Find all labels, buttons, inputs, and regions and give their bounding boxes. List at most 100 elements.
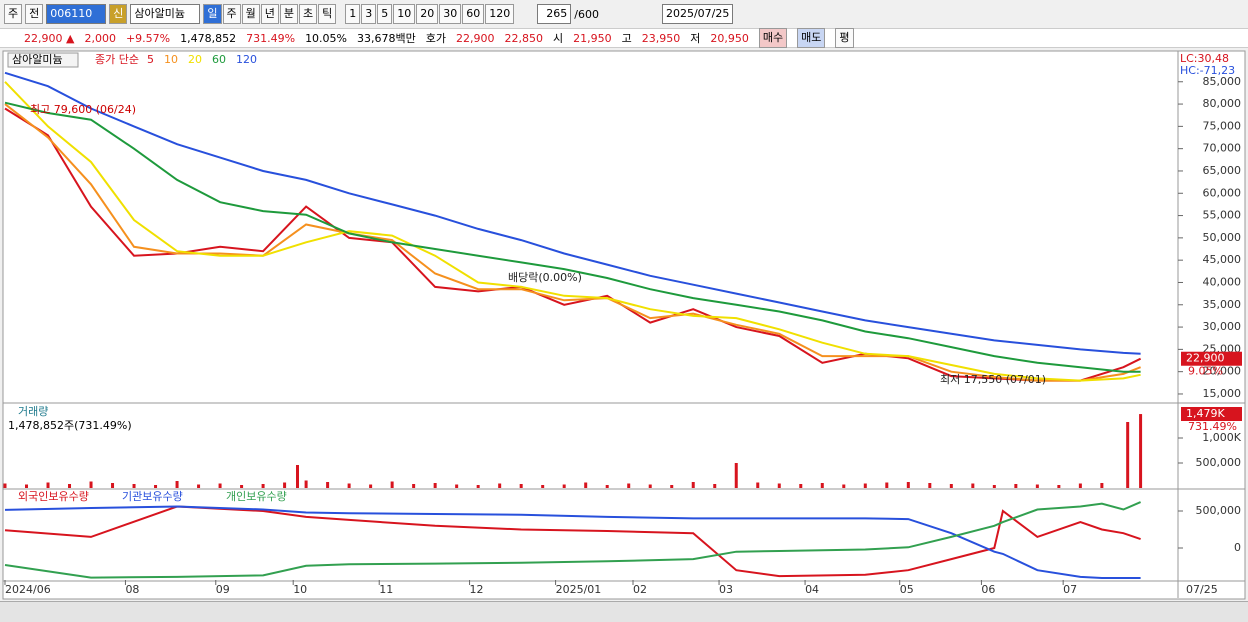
volume-bar — [971, 483, 975, 488]
volume-bar — [304, 480, 308, 488]
x-tick-label: 07 — [1063, 583, 1077, 596]
interval-button[interactable]: 60 — [462, 4, 485, 24]
period-button[interactable]: 년 — [260, 4, 279, 24]
x-tick-label: 09 — [216, 583, 230, 596]
interval-button[interactable]: 30 — [439, 4, 462, 24]
volume-bar — [347, 483, 351, 488]
interval-button[interactable]: 10 — [393, 4, 416, 24]
low-label: 저 — [690, 32, 701, 45]
range[interactable]: 전 — [25, 4, 44, 24]
x-tick-label: 02 — [633, 583, 647, 596]
period-button[interactable]: 주 — [222, 4, 241, 24]
legend-item: 기관보유수량 — [122, 490, 183, 503]
x-tick-label: 05 — [900, 583, 914, 596]
interval-button[interactable]: 3 — [361, 4, 377, 24]
eval-button[interactable]: 평 — [835, 28, 854, 48]
low: 20,950 — [710, 31, 749, 45]
series-line — [4, 107, 1142, 382]
volume-bar — [1035, 484, 1039, 488]
y-tick-label: 45,000 — [1203, 253, 1242, 266]
code-input[interactable]: 006110 — [46, 4, 107, 24]
count-input[interactable]: 265 — [537, 4, 572, 24]
volume-bar — [498, 483, 502, 488]
period-button[interactable]: 분 — [279, 4, 298, 24]
period-button[interactable]: 월 — [241, 4, 260, 24]
scrollbar[interactable] — [0, 601, 1248, 622]
interval-button[interactable]: 5 — [377, 4, 393, 24]
volume-bar — [734, 463, 738, 488]
volume-bar — [691, 482, 695, 488]
volume-bar — [111, 483, 115, 488]
annotation: 배당락(0.00%) — [508, 271, 582, 284]
x-tick-label: 03 — [719, 583, 733, 596]
x-tick-label: 06 — [981, 583, 995, 596]
volume-bar — [863, 483, 867, 488]
volume-bar — [283, 482, 287, 488]
stock-name: 삼아알미늄 — [130, 4, 201, 24]
y-tick-label: 60,000 — [1203, 186, 1242, 199]
period-button[interactable]: 틱 — [318, 4, 337, 24]
last-price-label: 22,900 — [1186, 352, 1225, 365]
volume-bar — [132, 484, 136, 488]
volume-bar — [68, 484, 72, 488]
buy-button[interactable]: 매수 — [758, 28, 788, 48]
mode[interactable]: 주 — [4, 4, 23, 24]
volume-bar — [906, 482, 910, 488]
interval-button[interactable]: 120 — [485, 4, 515, 24]
quote-bar: 22,900 ▲ 2,000 +9.57% 1,478,852 731.49% … — [0, 28, 1248, 48]
y-tick-label: 500,000 — [1196, 504, 1242, 517]
lc-label: LC:30,48 — [1180, 52, 1229, 65]
y-tick-label: 15,000 — [1203, 387, 1242, 400]
series-line — [4, 101, 1141, 373]
sell-button[interactable]: 매도 — [797, 28, 826, 48]
interval-button[interactable]: 1 — [345, 4, 361, 24]
y-tick-label: 85,000 — [1203, 75, 1242, 88]
volume-bar — [3, 483, 7, 488]
volume-bar — [949, 484, 953, 488]
x-tick-label: 2025/01 — [556, 583, 602, 596]
panel-subtitle: 1,478,852주(731.49%) — [8, 419, 132, 432]
panel-label: 삼아알미늄 — [12, 52, 63, 66]
volume-bar — [670, 485, 674, 488]
hc-label: HC:-71,23 — [1180, 64, 1235, 77]
volume-bar — [1057, 485, 1061, 488]
volume-bar — [25, 484, 29, 488]
volume-bar — [369, 484, 373, 488]
volume: 1,478,852 — [180, 31, 237, 45]
bid: 22,850 — [504, 31, 544, 45]
legend-item: 개인보유수량 — [226, 490, 287, 503]
y-tick-label: 50,000 — [1203, 231, 1242, 244]
volume-bar — [799, 484, 803, 488]
volume-bar — [1139, 414, 1143, 488]
intervals: 1 3 5 10 20 30 60 120 — [345, 4, 515, 24]
volume-bar — [412, 484, 416, 488]
count-max: /600 — [574, 7, 599, 21]
volume-bar — [1014, 484, 1018, 488]
rate: +9.57% — [125, 31, 171, 45]
x-tick-label: 10 — [293, 583, 307, 596]
last-price-box — [1181, 351, 1242, 366]
bid-label: 호가 — [425, 32, 446, 45]
legend-item: 20 — [188, 53, 202, 66]
volume-bar — [519, 484, 523, 488]
series-line — [4, 505, 1141, 579]
volume-bar — [296, 465, 299, 488]
chart: 15,00020,00025,00030,00035,00040,00045,0… — [2, 50, 1246, 600]
period-button[interactable]: 초 — [299, 4, 318, 24]
interval-button[interactable]: 20 — [416, 4, 439, 24]
volume-bar — [240, 485, 244, 488]
date-input[interactable]: 2025/07/25 — [661, 4, 734, 24]
volume-bar — [476, 485, 480, 488]
volume-bar — [390, 481, 394, 488]
x-tick-label: 2024/06 — [5, 583, 51, 596]
high-label: 고 — [621, 32, 632, 45]
volume-bar — [326, 482, 330, 488]
annotation: 최고 79,600 (06/24) — [30, 103, 136, 116]
y-tick-label: 80,000 — [1203, 97, 1242, 110]
period-button[interactable]: 일 — [203, 4, 222, 24]
volume-bar — [842, 484, 846, 488]
volume-bar — [777, 483, 781, 488]
price: 22,900 ▲ — [24, 31, 75, 45]
series-line — [4, 81, 1141, 382]
